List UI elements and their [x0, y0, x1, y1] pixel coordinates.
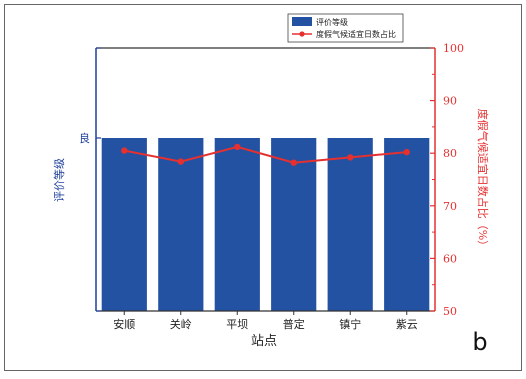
line-point-5 [403, 148, 410, 156]
bar-2 [214, 138, 260, 311]
y-axis-left-title: 评价等级 [52, 158, 66, 202]
plot-area: 良 50 60 70 80 90 100 安顺 关岭 平坝 普定 镇宁 紫云 [79, 42, 464, 331]
line-point-4 [347, 154, 354, 161]
line-series [124, 145, 407, 164]
x-tick-label-1: 关岭 [170, 317, 192, 331]
line-point-0 [121, 147, 128, 154]
x-axis-title: 站点 [251, 334, 277, 349]
bar-4 [327, 138, 373, 311]
y-right-tick-label-3: 80 [443, 147, 457, 160]
legend-bar-swatch [292, 17, 312, 26]
y-right-tick-label-5: 100 [443, 42, 464, 55]
y-right-tick-label-2: 70 [443, 200, 457, 213]
line-point-2 [234, 143, 241, 151]
bar-5 [384, 138, 430, 311]
bar-1 [158, 138, 204, 311]
y-right-tick-label-4: 90 [443, 95, 457, 108]
bar-0 [101, 138, 147, 311]
bar-3 [271, 138, 317, 311]
x-tick-label-0: 安顺 [113, 317, 135, 331]
y-right-tick-label-1: 60 [443, 252, 457, 265]
line-point-3 [290, 159, 297, 166]
panel-letter: b [472, 328, 487, 356]
legend-line-marker [299, 31, 305, 37]
legend-bar-label: 评价等级 [316, 17, 348, 27]
outer-frame [4, 4, 522, 371]
x-tick-label-5: 紫云 [396, 318, 418, 331]
legend: 评价等级 度假气候适宜日数占比 [287, 13, 404, 43]
y-left-tick-label-0: 良 [79, 131, 90, 145]
x-tick-label-2: 平坝 [226, 317, 248, 331]
y-axis-right-title: 度假气候适宜日数占比（%） [476, 109, 490, 251]
line-point-1 [177, 158, 184, 165]
x-tick-label-4: 镇宁 [339, 317, 361, 331]
y-right-tick-label-0: 50 [443, 305, 457, 318]
legend-line-label: 度假气候适宜日数占比 [316, 29, 396, 39]
x-tick-label-3: 普定 [283, 317, 305, 331]
